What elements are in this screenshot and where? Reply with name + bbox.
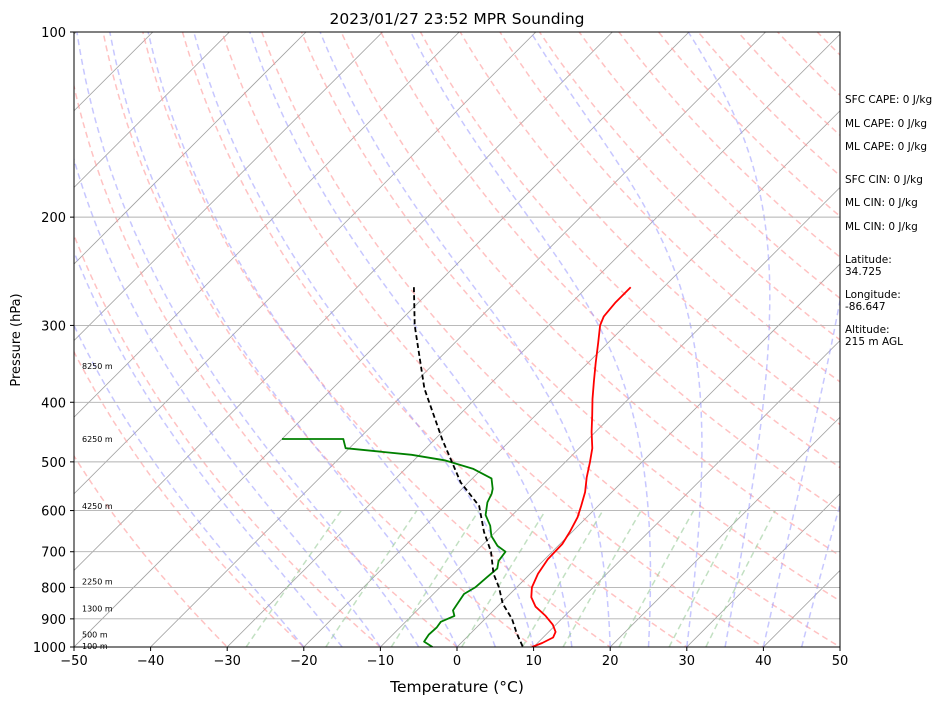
isotherm-line [74, 32, 537, 495]
isotherm-line [609, 416, 840, 647]
isotherm-line [686, 493, 840, 647]
moist-adiabat-line [193, 32, 535, 647]
temperature-line [530, 286, 632, 647]
x-tick-label: 50 [832, 654, 849, 669]
dry-adiabat-line [261, 32, 840, 647]
dry-adiabat-line [499, 32, 840, 383]
mixing-ratio-line [618, 510, 695, 647]
y-tick-label: 1000 [33, 641, 66, 656]
sounding-series [282, 286, 632, 647]
x-tick-label: −40 [137, 654, 164, 669]
mixing-ratio-line [668, 510, 742, 647]
dry-adiabat-line [74, 233, 382, 647]
chart-title: 2023/01/27 23:52 MPR Sounding [329, 10, 584, 28]
isotherm-line [74, 32, 613, 571]
y-tick-label: 500 [41, 456, 66, 471]
isotherm-line [150, 32, 767, 647]
ml-cin-text-1: ML CIN: 0 J/kg [845, 197, 918, 209]
moist-adiabat-line [800, 501, 840, 647]
ml-cape-text-2: ML CAPE: 0 J/kg [845, 141, 928, 153]
moist-adiabat-line [74, 156, 382, 647]
x-tick-label: 10 [525, 654, 542, 669]
mixing-ratio-line [461, 510, 547, 647]
height-label: 2250 m [82, 577, 113, 586]
x-axis-label: Temperature (°C) [389, 678, 524, 696]
x-tick-label: 40 [755, 654, 772, 669]
isotherm-line [74, 32, 230, 188]
dry-adiabat-line [102, 32, 535, 647]
dry-adiabat-line [459, 32, 840, 426]
x-tick-label: 20 [602, 654, 619, 669]
y-tick-label: 400 [41, 396, 66, 411]
moist-adiabat-line [249, 32, 573, 647]
background-lines [74, 32, 840, 647]
isotherm-line [74, 32, 460, 418]
moist-adiabat-line [410, 32, 652, 647]
moist-adiabat-line [76, 32, 420, 647]
y-tick-label: 300 [41, 319, 66, 334]
x-tick-label: −50 [60, 654, 87, 669]
moist-adiabat-line [319, 32, 611, 647]
isotherm-line [226, 33, 840, 647]
ml-cape-text-1: ML CAPE: 0 J/kg [845, 118, 928, 130]
mixing-ratio-line [521, 510, 604, 647]
y-tick-label: 900 [41, 613, 66, 628]
sfc-cin-text: SFC CIN: 0 J/kg [845, 174, 923, 186]
parcel-profile-line [413, 287, 524, 647]
dry-adiabat-line [142, 32, 612, 647]
mixing-ratio-line [562, 510, 642, 647]
moist-adiabat-line [762, 296, 840, 647]
dry-adiabat-line [74, 350, 305, 647]
isotherm-line [74, 32, 307, 265]
isotherm-line [456, 263, 840, 647]
longitude-text: Longitude: -86.647 [845, 289, 901, 313]
y-tick-label: 100 [41, 26, 66, 41]
height-label: 4250 m [82, 502, 113, 511]
x-tick-label: −10 [367, 654, 394, 669]
pressure-gridlines [74, 216, 840, 620]
isotherm-line [74, 32, 384, 342]
height-label: 1300 m [82, 604, 113, 613]
dry-adiabat-line [538, 32, 840, 341]
height-label: 8250 m [82, 362, 113, 371]
x-tick-label: 0 [453, 654, 461, 669]
y-axis-ticks: 100 200 300 400 500 600 700 800 900 1000 [33, 26, 74, 656]
sfc-cape-text: SFC CAPE: 0 J/kg [845, 94, 933, 106]
dry-adiabat-line [74, 454, 229, 647]
latitude-text: Latitude: 34.725 [845, 254, 892, 278]
height-label: 6250 m [82, 435, 113, 444]
y-tick-label: 800 [41, 581, 66, 596]
y-tick-label: 600 [41, 505, 66, 520]
moist-adiabat-line [109, 32, 458, 647]
isotherm-line [533, 340, 840, 647]
x-tick-label: 30 [679, 654, 696, 669]
moist-adiabat-line [147, 32, 497, 647]
moist-adiabat-line [687, 32, 771, 647]
isotherm-line [303, 110, 840, 647]
isotherm-line [379, 186, 840, 647]
height-label: 500 m [82, 630, 108, 639]
dry-adiabat-line [74, 83, 459, 647]
y-tick-label: 700 [41, 546, 66, 561]
x-tick-label: −30 [213, 654, 240, 669]
dewpoint-line [282, 438, 507, 647]
ml-cin-text-2: ML CIN: 0 J/kg [845, 221, 918, 233]
dry-adiabat-line [221, 32, 765, 647]
altitude-text: Altitude: 215 m AGL [845, 324, 903, 348]
isotherm-line [74, 32, 690, 647]
x-tick-label: −20 [290, 654, 317, 669]
x-axis-ticks: −50 −40 −30 −20 −10 0 10 20 30 40 50 [60, 647, 848, 669]
y-tick-label: 200 [41, 211, 66, 226]
y-axis-label: Pressure (hPa) [9, 293, 24, 386]
mixing-ratio-line [705, 510, 776, 647]
moist-adiabat-line [74, 249, 343, 647]
moist-adiabat-line [529, 32, 703, 647]
